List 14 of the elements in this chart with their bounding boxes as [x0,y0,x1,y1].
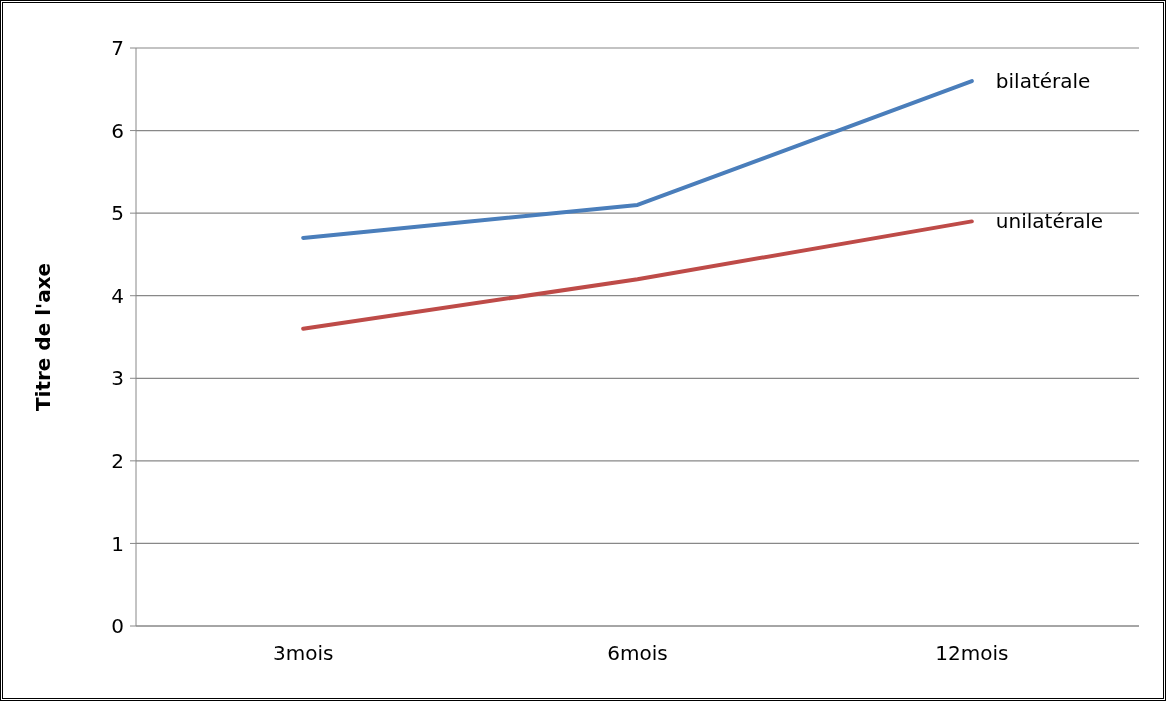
series-label: unilatérale [995,209,1104,234]
y-tick-label: 7 [111,36,124,61]
x-tick-label: 12mois [935,641,1009,666]
y-tick-label: 4 [111,283,124,308]
x-tick-label: 3mois [272,641,334,666]
y-tick-label: 6 [111,118,124,143]
y-tick-label: 3 [111,366,124,391]
x-tick-label: 6mois [607,641,668,666]
series-label: bilatérale [995,69,1091,94]
y-tick-label: 2 [111,448,124,473]
y-axis-title: Titre de l'axe [31,262,56,412]
y-tick-label: 0 [111,614,124,639]
y-tick-label: 1 [111,531,124,556]
y-tick-label: 5 [111,201,124,226]
